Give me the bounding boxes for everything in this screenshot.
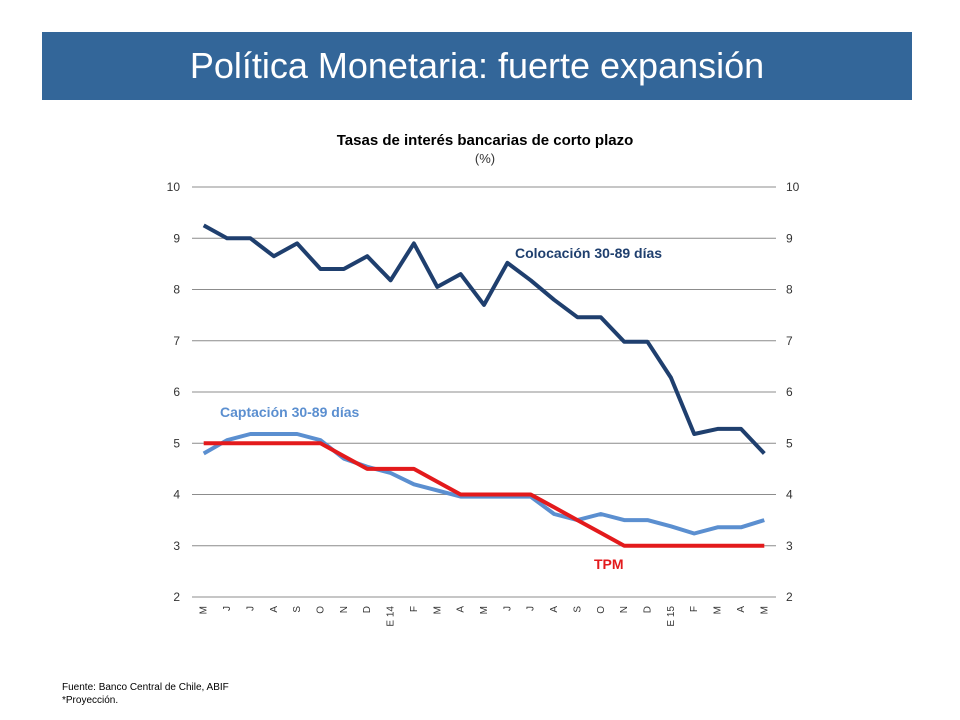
series-label-colocacion: Colocación 30-89 días — [515, 245, 662, 261]
series-group — [202, 223, 766, 548]
x-tick-label: A — [456, 606, 467, 613]
x-tick-label: N — [339, 606, 350, 613]
chart-subtitle: (%) — [475, 151, 495, 166]
y-tick-label-left: 8 — [173, 283, 180, 297]
gridlines — [192, 186, 776, 598]
x-tick-label: S — [292, 606, 303, 613]
y-tick-label-right: 10 — [786, 180, 800, 194]
y-tick-label-right: 6 — [786, 385, 793, 399]
title-bar: Política Monetaria: fuerte expansión — [42, 32, 912, 100]
x-axis: M J J A S O N D E 14 F M A M J J A S O N D E 15 F M A M — [199, 606, 771, 627]
y-tick-label-right: 2 — [786, 590, 793, 604]
y-tick-label-right: 7 — [786, 334, 793, 348]
x-tick-label: M — [432, 606, 443, 614]
x-tick-label: M — [479, 606, 490, 614]
x-tick-label: N — [619, 606, 630, 613]
x-tick-label: A — [549, 606, 560, 613]
x-tick-label: D — [362, 606, 373, 613]
x-tick-label: J — [222, 606, 233, 611]
y-tick-label-left: 6 — [173, 385, 180, 399]
y-axis-left: 2 3 4 5 6 7 8 9 10 — [167, 180, 181, 604]
x-tick-label: J — [245, 606, 256, 611]
series-label-captacion: Captación 30-89 días — [220, 404, 359, 420]
y-tick-label-left: 5 — [173, 436, 180, 450]
y-tick-label-right: 8 — [786, 283, 793, 297]
series-label-tpm: TPM — [594, 556, 624, 572]
x-tick-label: D — [643, 606, 654, 613]
y-tick-label-right: 9 — [786, 231, 793, 245]
y-tick-label-left: 3 — [173, 539, 180, 553]
y-tick-label-right: 3 — [786, 539, 793, 553]
footer-note: *Proyección. — [62, 695, 119, 706]
y-tick-label-left: 10 — [167, 180, 181, 194]
x-tick-label: S — [572, 606, 583, 613]
y-tick-label-left: 2 — [173, 590, 180, 604]
x-tick-label: O — [315, 606, 326, 614]
x-tick-label: F — [409, 606, 420, 612]
x-tick-label: J — [502, 606, 513, 611]
x-tick-label: M — [713, 606, 724, 614]
y-tick-label-left: 4 — [173, 488, 180, 502]
x-tick-label: E 14 — [386, 606, 397, 627]
x-tick-label: F — [689, 606, 700, 612]
x-tick-label: J — [526, 606, 537, 611]
y-axis-right: 2 3 4 5 6 7 8 9 10 — [786, 180, 800, 604]
series-line-1 — [202, 432, 765, 536]
footer-source: Fuente: Banco Central de Chile, ABIF — [62, 682, 229, 693]
chart-title: Tasas de interés bancarias de corto plaz… — [337, 132, 634, 149]
series-line-2 — [203, 441, 765, 548]
footer: Fuente: Banco Central de Chile, ABIF *Pr… — [62, 681, 229, 707]
x-tick-label: E 15 — [666, 606, 677, 627]
x-tick-label: M — [759, 606, 770, 614]
y-tick-label-right: 5 — [786, 436, 793, 450]
x-tick-label: A — [269, 606, 280, 613]
x-tick-label: A — [736, 606, 747, 613]
series-line-0 — [202, 223, 766, 455]
x-tick-label: M — [199, 606, 210, 614]
y-tick-label-left: 9 — [173, 231, 180, 245]
x-tick-label: O — [596, 606, 607, 614]
y-tick-label-right: 4 — [786, 488, 793, 502]
y-tick-label-left: 7 — [173, 334, 180, 348]
slide-title: Política Monetaria: fuerte expansión — [189, 45, 765, 86]
